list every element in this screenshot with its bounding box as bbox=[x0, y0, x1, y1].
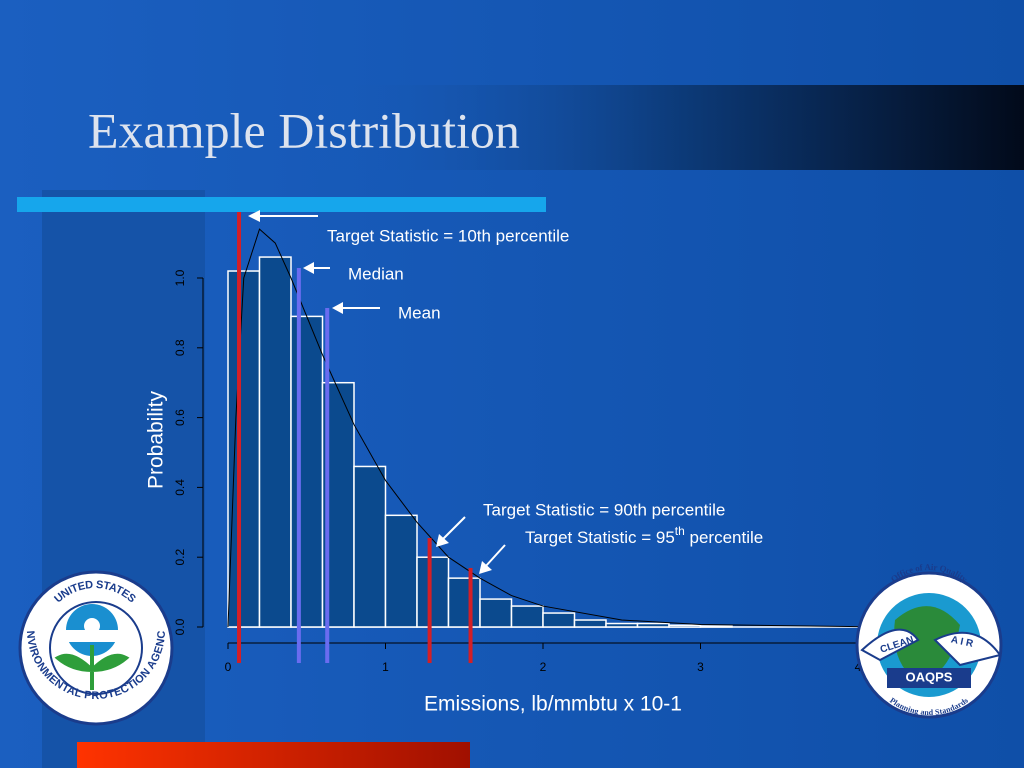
oaqps-logo: Office of Air Quality Planning and Stand… bbox=[855, 562, 1003, 719]
y-tick-label: 1.0 bbox=[173, 269, 187, 286]
y-tick-label: 0.4 bbox=[173, 479, 187, 496]
annotation-arrows bbox=[248, 210, 506, 574]
annotation: Target Statistic = 90th percentile bbox=[483, 500, 725, 519]
x-tick-label: 4 bbox=[855, 660, 862, 674]
slide-title: Example Distribution bbox=[88, 102, 520, 158]
y-tick-label: 0.8 bbox=[173, 339, 187, 356]
bar bbox=[384, 514, 418, 628]
bar bbox=[636, 622, 670, 628]
title-band bbox=[300, 85, 1024, 170]
y-tick-label: 0.0 bbox=[173, 618, 187, 635]
bar bbox=[447, 577, 481, 628]
logo-text: A I R bbox=[950, 634, 975, 650]
bar bbox=[416, 556, 450, 628]
bar bbox=[668, 624, 702, 628]
bar bbox=[573, 619, 607, 628]
bar bbox=[290, 315, 324, 628]
annotation: Target Statistic = 10th percentile bbox=[327, 226, 569, 245]
annotation-tail: percentile bbox=[685, 528, 763, 547]
annotation-sup: th bbox=[675, 524, 685, 538]
bar bbox=[353, 465, 387, 628]
annotation: Median bbox=[348, 264, 404, 283]
plot: 0.0 0.2 0.4 0.6 0.8 1.0 0 1 2 3 4 bbox=[173, 212, 937, 674]
y-tick-label: 0.6 bbox=[173, 409, 187, 426]
bar bbox=[542, 612, 576, 628]
bar bbox=[699, 625, 733, 628]
density-curve bbox=[227, 228, 937, 628]
annotation: Target Statistic = 95th percentile bbox=[525, 524, 763, 547]
accent-bar bbox=[17, 197, 546, 212]
x-tick-label: 2 bbox=[540, 660, 547, 674]
bar bbox=[510, 605, 544, 628]
x-tick-label: 1 bbox=[382, 660, 389, 674]
x-axis-label: Emissions, lb/mmbtu x 10-1 bbox=[424, 693, 682, 716]
y-axis-label: Probability bbox=[145, 390, 168, 489]
bar bbox=[605, 622, 639, 628]
x-tick-label: 0 bbox=[225, 660, 232, 674]
y-tick-label: 0.2 bbox=[173, 549, 187, 566]
accent-bar-bottom bbox=[77, 742, 470, 768]
annotation: Mean bbox=[398, 303, 441, 322]
logo-text: OAQPS bbox=[906, 669, 953, 684]
x-tick-label: 3 bbox=[697, 660, 704, 674]
annotation-text: Target Statistic = 95 bbox=[525, 528, 675, 547]
bar bbox=[258, 256, 292, 628]
bar bbox=[227, 270, 261, 628]
bar bbox=[479, 598, 513, 628]
